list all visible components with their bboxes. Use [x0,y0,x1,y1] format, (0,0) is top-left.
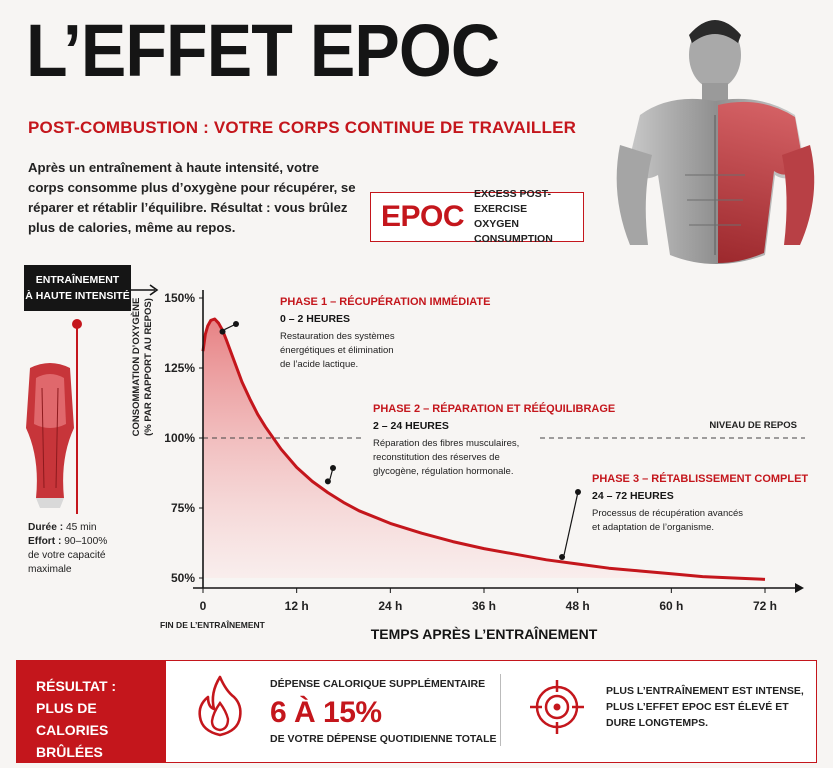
training-label-box: ENTRAÎNEMENT À HAUTE INTENSITÉ [24,265,131,311]
phase-leader-dot [330,465,336,471]
phase-time: 24 – 72 HEURES [592,490,674,502]
x-origin-note: FIN DE L’ENTRAÎNEMENT [160,619,266,630]
effort-note-line-2: maximale [28,564,72,575]
result-box: RÉSULTAT : PLUS DE CALORIES BRÛLÉES [16,660,166,763]
phase-description-line: de l’acide lactique. [280,359,358,370]
intensity-note: PLUS L’ENTRAÎNEMENT EST INTENSE, PLUS L’… [606,683,806,731]
x-axis-arrow-icon [795,583,804,593]
y-tick-label: 125% [164,361,195,375]
series-line [201,317,766,581]
reference-line-label: NIVEAU DE REPOS [709,420,797,431]
phase-description-line: Restauration des systèmes [280,331,395,342]
x-tick-label: 24 h [378,599,402,613]
target-icon [530,680,584,734]
phase-title: PHASE 2 – RÉPARATION ET RÉÉQUILIBRAGE [373,402,615,415]
training-label-line-2: À HAUTE INTENSITÉ [25,290,130,302]
x-tick-label: 48 h [566,599,590,613]
epoc-acronym: EPOC [381,200,465,233]
effort-value: 90–100% [64,536,108,547]
phase-leader-dot [575,489,581,495]
phase-title: PHASE 3 – RÉTABLISSEMENT COMPLET [592,472,808,485]
training-timeline-marker [72,319,82,514]
result-line-2: PLUS DE CALORIES [36,700,109,738]
y-tick-label: 150% [164,291,195,305]
phase-description-line: énergétiques et élimination [280,345,394,356]
y-tick-label: 75% [171,501,195,515]
phase-leader-dot [233,321,239,327]
training-label-line-1: ENTRAÎNEMENT [35,274,120,286]
calorie-expenditure-label: DÉPENSE CALORIQUE SUPPLÉMENTAIRE [270,678,486,690]
epoc-definition-line-1: EXCESS POST-EXERCISE [474,188,552,215]
effort-note-line-1: de votre capacité [28,550,106,561]
epoc-area-chart: NIVEAU DE REPOS 150% 125% 100% 75% 50% 0 12 h 24… [160,290,808,642]
calorie-expenditure-value: 6 À 15% [270,696,382,729]
page-title: L’EFFET EPOC [26,9,500,92]
phase-point [219,328,226,335]
intro-paragraph: Après un entraînement à haute intensité,… [28,160,356,235]
phase-time: 2 – 24 HEURES [373,420,449,432]
epoc-definition-box: EPOC EXCESS POST-EXERCISE OXYGEN CONSUMP… [370,188,584,245]
arm-muscle-illustration [26,363,74,508]
x-tick-label: 36 h [472,599,496,613]
phase-description-line: et adaptation de l’organisme. [592,522,714,533]
phase-point [559,554,566,560]
x-tick-label: 72 h [753,599,777,613]
y-tick-label: 50% [171,571,195,585]
phase-point [324,478,331,485]
x-tick-label: 0 [200,599,207,613]
duration-label: Durée : [28,522,64,533]
phase-title: PHASE 1 – RÉCUPÉRATION IMMÉDIATE [280,295,490,308]
result-divider [500,674,501,746]
y-tick-label: 100% [164,431,195,445]
phase-description-line: glycogène, régulation hormonale. [373,466,513,477]
phase-time: 0 – 2 HEURES [280,313,350,325]
phase-leader-line [563,491,579,556]
effort-label: Effort : [28,536,62,547]
epoc-definition-line-2: OXYGEN CONSUMPTION [474,218,553,245]
result-line-1: RÉSULTAT : [36,678,117,694]
fire-icon [198,675,242,737]
x-tick-label: 60 h [659,599,683,613]
duration-value: 45 min [65,522,97,533]
intensity-note-line-2: PLUS L’EFFET EPOC EST ÉLEVÉ ET [606,701,789,713]
intensity-note-line-3: DURE LONGTEMPS. [606,717,709,729]
phase-description-line: reconstitution des réserves de [373,452,500,463]
epoc-definition: EXCESS POST-EXERCISE OXYGEN CONSUMPTION [474,187,583,247]
arrow-right-icon [131,284,159,296]
calorie-expenditure-subtitle: DE VOTRE DÉPENSE QUOTIDIENNE TOTALE [270,733,497,745]
result-line-3: BRÛLÉES [36,744,103,760]
intensity-note-line-1: PLUS L’ENTRAÎNEMENT EST INTENSE, [606,685,804,697]
training-stats: Durée : 45 min Effort : 90–100% de votre… [28,521,148,577]
page-subtitle: POST-COMBUSTION : VOTRE CORPS CONTINUE D… [28,118,577,137]
series-area [203,319,765,580]
phase-description-line: Réparation des fibres musculaires, [373,438,519,449]
x-axis-title: TEMPS APRÈS L’ENTRAÎNEMENT [371,625,598,642]
muscular-man-illustration [616,20,815,264]
x-tick-label: 12 h [285,599,309,613]
phase-description-line: Processus de récupération avancés [592,508,743,519]
